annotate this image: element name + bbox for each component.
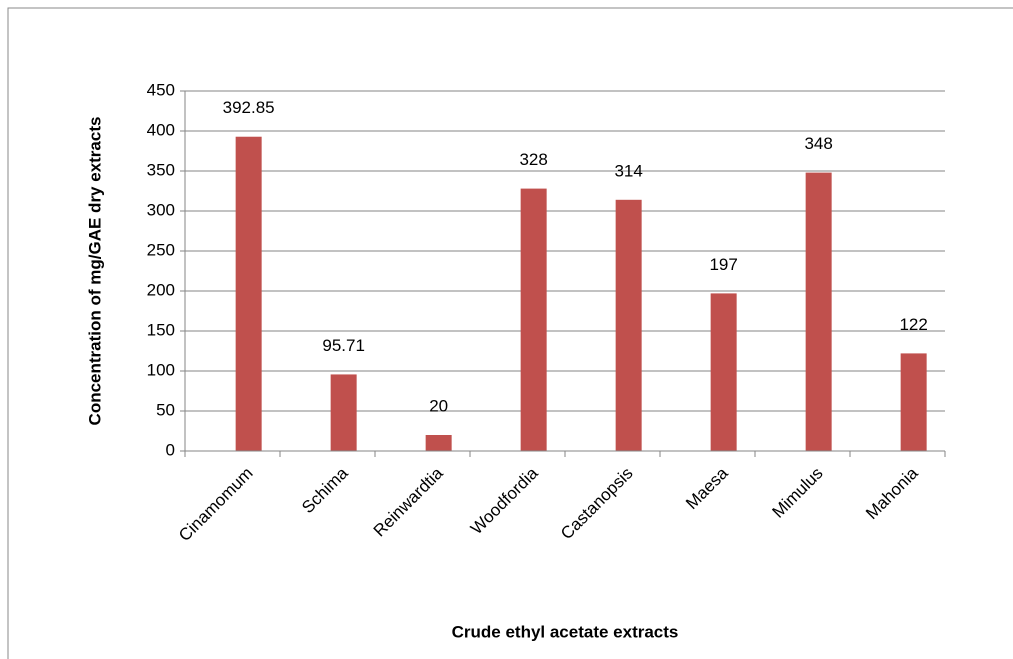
x-tick-label: Schima <box>298 463 352 517</box>
bar <box>710 293 737 451</box>
chart-frame <box>7 7 1013 659</box>
bar <box>520 188 547 451</box>
x-tick-label: Cinamomum <box>175 464 257 546</box>
x-tick-label: Woodfordia <box>467 463 542 538</box>
y-axis-title: Concentration of mg/GAE dry extracts <box>85 117 104 426</box>
y-tick-label: 300 <box>147 200 175 219</box>
y-tick-label: 200 <box>147 280 175 299</box>
bar <box>235 136 262 451</box>
y-tick-label: 250 <box>147 240 175 259</box>
data-label: 314 <box>614 161 642 180</box>
bar <box>805 172 832 451</box>
y-tick-label: 450 <box>147 80 175 99</box>
data-label: 328 <box>519 150 547 169</box>
x-tick-label: Mimulus <box>768 464 826 522</box>
y-tick-label: 400 <box>147 120 175 139</box>
data-label: 197 <box>709 255 737 274</box>
x-tick-label: Mahonia <box>862 463 922 523</box>
data-label: 392.85 <box>223 98 275 117</box>
x-axis-title: Crude ethyl acetate extracts <box>452 622 679 641</box>
bar <box>615 199 642 451</box>
x-tick-label: Castanopsis <box>557 464 637 544</box>
data-label: 95.71 <box>322 336 365 355</box>
data-label: 348 <box>804 134 832 153</box>
data-label: 122 <box>899 315 927 334</box>
x-tick-label: Reinwardtia <box>370 463 447 540</box>
y-tick-label: 0 <box>166 440 175 459</box>
y-tick-label: 150 <box>147 320 175 339</box>
y-tick-label: 100 <box>147 360 175 379</box>
bar <box>330 374 357 451</box>
x-tick-label: Maesa <box>682 463 732 513</box>
bar <box>900 353 927 451</box>
data-label: 20 <box>429 396 448 415</box>
bar <box>425 435 452 451</box>
y-tick-label: 350 <box>147 160 175 179</box>
y-tick-label: 50 <box>156 400 175 419</box>
